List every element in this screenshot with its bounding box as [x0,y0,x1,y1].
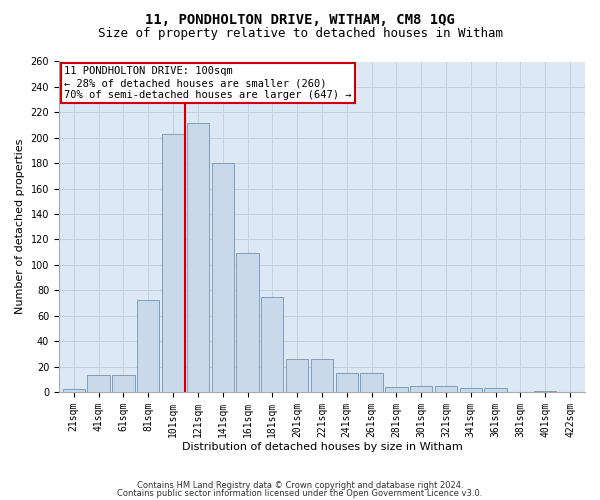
Bar [112,376,134,392]
Bar [261,296,283,392]
Bar [311,359,333,392]
Bar [484,388,507,392]
Bar [385,387,407,392]
Bar [137,300,160,392]
Text: 11, PONDHOLTON DRIVE, WITHAM, CM8 1QG: 11, PONDHOLTON DRIVE, WITHAM, CM8 1QG [145,12,455,26]
Bar [410,386,433,392]
Bar [460,388,482,392]
Bar [286,359,308,392]
Y-axis label: Number of detached properties: Number of detached properties [15,139,25,314]
Bar [361,373,383,392]
Bar [212,163,234,392]
Bar [236,254,259,392]
X-axis label: Distribution of detached houses by size in Witham: Distribution of detached houses by size … [182,442,463,452]
Text: Size of property relative to detached houses in Witham: Size of property relative to detached ho… [97,28,503,40]
Bar [187,122,209,392]
Bar [88,376,110,392]
Text: Contains public sector information licensed under the Open Government Licence v3: Contains public sector information licen… [118,488,482,498]
Bar [62,390,85,392]
Bar [435,386,457,392]
Text: 11 PONDHOLTON DRIVE: 100sqm
← 28% of detached houses are smaller (260)
70% of se: 11 PONDHOLTON DRIVE: 100sqm ← 28% of det… [64,66,352,100]
Text: Contains HM Land Registry data © Crown copyright and database right 2024.: Contains HM Land Registry data © Crown c… [137,481,463,490]
Bar [534,390,556,392]
Bar [162,134,184,392]
Bar [335,373,358,392]
